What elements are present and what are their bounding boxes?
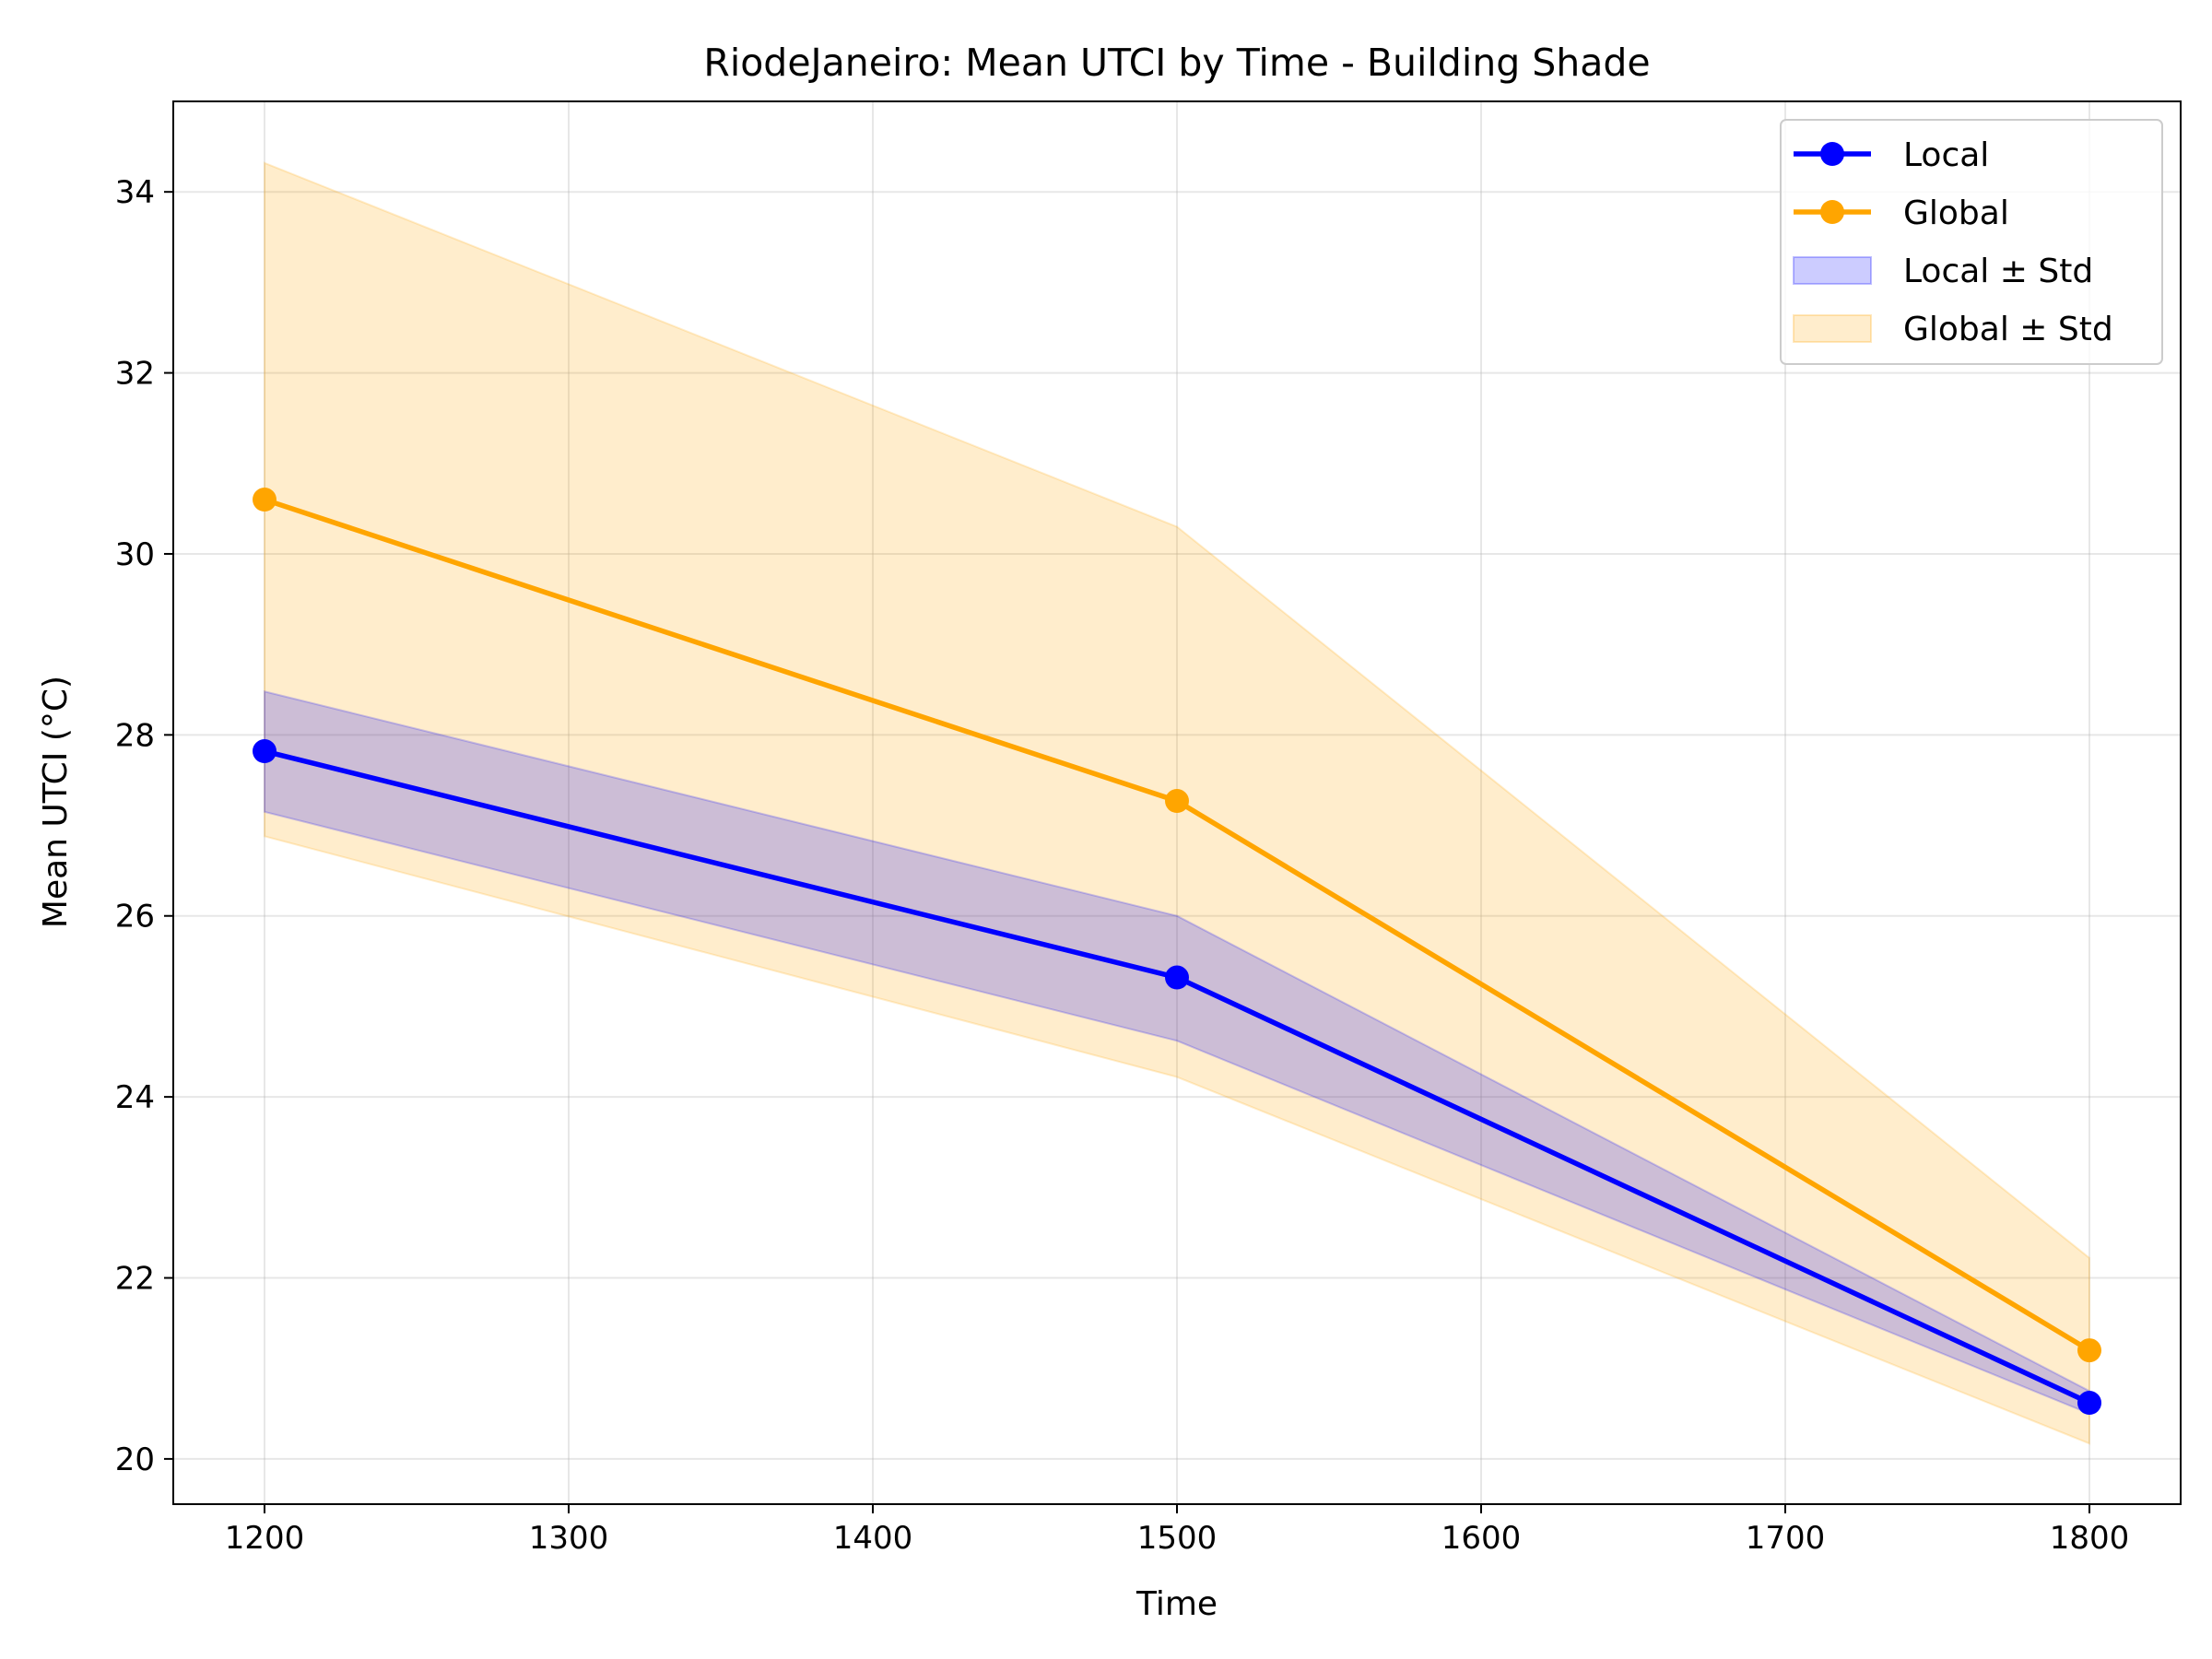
y-tick-label: 20 — [115, 1441, 155, 1478]
y-tick-label: 26 — [115, 899, 155, 935]
series-markers — [253, 488, 2101, 1416]
local-data-point — [253, 739, 276, 764]
y-tick-label: 30 — [115, 536, 155, 573]
y-tick-label: 22 — [115, 1261, 155, 1298]
y-tick-label: 28 — [115, 717, 155, 754]
x-tick-label: 1300 — [529, 1520, 609, 1557]
x-axis: 1200 1300 1400 1500 1600 1700 1800 — [225, 1504, 2130, 1557]
y-tick-label: 34 — [115, 174, 155, 211]
legend-marker-swatch — [1820, 200, 1844, 224]
global-data-point — [1165, 789, 1189, 814]
legend-band-swatch — [1793, 314, 1872, 343]
y-axis-label: Mean UTCI (°C) — [37, 676, 75, 928]
y-axis: 20 22 24 26 28 30 32 34 — [115, 174, 173, 1478]
legend-label-local-std: Local ± Std — [1903, 253, 2093, 290]
x-tick-label: 1500 — [1137, 1520, 1218, 1557]
legend-label-global: Global — [1903, 194, 2009, 232]
y-tick-label: 24 — [115, 1079, 155, 1116]
global-data-point — [253, 488, 276, 512]
legend-label-local: Local — [1903, 136, 1989, 174]
x-tick-label: 1600 — [1441, 1520, 1522, 1557]
x-axis-label: Time — [1135, 1585, 1218, 1623]
chart-title: RiodeJaneiro: Mean UTCI by Time - Buildi… — [703, 41, 1650, 85]
local-data-point — [1165, 965, 1189, 990]
legend: Local Global Local ± Std Global ± Std — [1780, 119, 2163, 365]
legend-box — [1780, 119, 2163, 365]
local-data-point — [2077, 1391, 2101, 1416]
x-tick-label: 1700 — [1746, 1520, 1826, 1557]
global-data-point — [2077, 1338, 2101, 1363]
legend-band-swatch — [1793, 256, 1872, 285]
x-tick-label: 1800 — [2050, 1520, 2130, 1557]
x-tick-label: 1200 — [225, 1520, 305, 1557]
legend-label-global-std: Global ± Std — [1903, 311, 2113, 348]
x-tick-label: 1400 — [833, 1520, 913, 1557]
grid — [173, 101, 2181, 1504]
y-tick-label: 32 — [115, 356, 155, 393]
legend-marker-swatch — [1820, 142, 1844, 166]
